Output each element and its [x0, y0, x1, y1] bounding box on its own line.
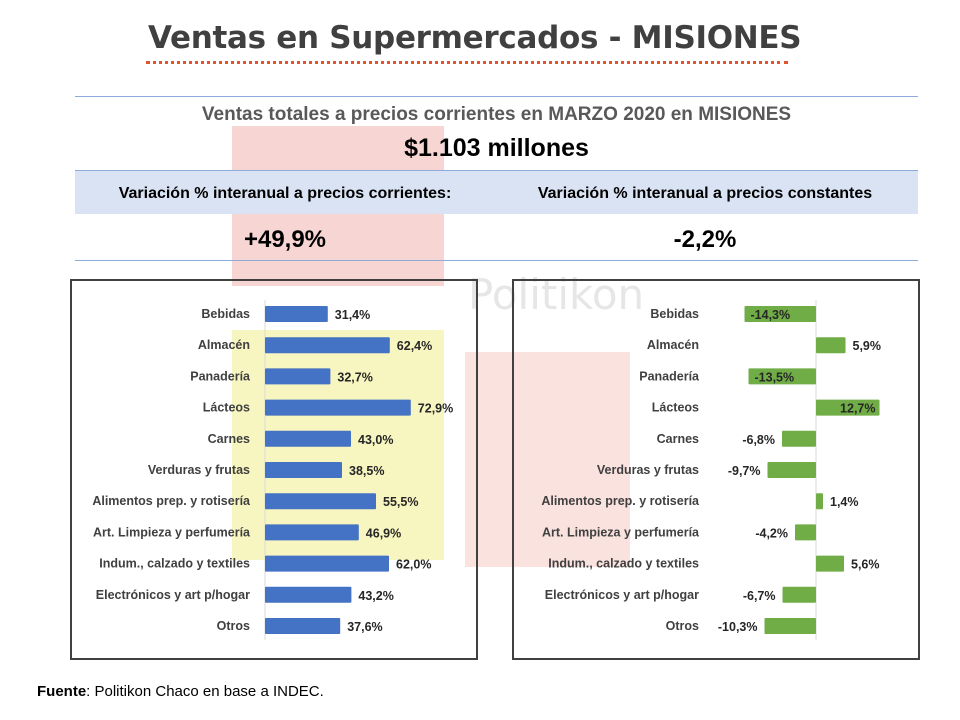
watermark-text: Politikon	[468, 270, 645, 319]
category-label: Alimentos prep. y rotisería	[92, 494, 251, 508]
bar	[748, 368, 816, 385]
bar	[816, 493, 823, 510]
category-label: Indum., calzado y textiles	[99, 557, 250, 571]
var-corrientes-value: +49,9%	[243, 226, 327, 253]
bar	[816, 337, 846, 354]
bar-value-label: -14,3%	[751, 308, 791, 322]
category-label: Panadería	[639, 369, 700, 383]
category-label: Electrónicos y art p/hogar	[96, 588, 250, 602]
bar-value-label: 32,7%	[337, 370, 372, 384]
category-label: Lácteos	[652, 401, 699, 415]
total-sales: $1.103 millones	[404, 134, 589, 162]
category-label: Art. Limpieza y perfumería	[93, 525, 251, 539]
bar	[782, 430, 816, 447]
bar-value-label: -13,5%	[755, 370, 795, 384]
category-label: Verduras y frutas	[148, 463, 250, 477]
var-corrientes-label: Variación % interanual a precios corrien…	[118, 185, 452, 202]
variation-header-band	[75, 171, 918, 214]
category-label: Indum., calzado y textiles	[548, 557, 699, 571]
category-label: Almacén	[198, 338, 250, 352]
bar-value-label: 43,0%	[358, 433, 393, 447]
bar-value-label: 62,4%	[397, 339, 432, 353]
bar-value-label: 55,5%	[383, 495, 418, 509]
page-title: Ventas en Supermercados - MISIONES	[148, 20, 802, 56]
bar-value-label: 72,9%	[418, 402, 453, 416]
bar	[265, 337, 390, 354]
category-label: Bebidas	[650, 307, 699, 321]
category-label: Alimentos prep. y rotisería	[541, 494, 700, 508]
title-underline	[146, 61, 788, 64]
bar-value-label: 46,9%	[366, 526, 401, 540]
category-label: Electrónicos y art p/hogar	[545, 588, 699, 602]
category-label: Carnes	[657, 432, 699, 446]
bar	[265, 555, 389, 572]
bar	[265, 399, 411, 416]
bar	[767, 462, 816, 478]
source-label: Fuente	[37, 683, 87, 700]
bar-value-label: 37,6%	[347, 620, 382, 634]
bar	[265, 430, 351, 447]
chart-constantes-svg: Bebidas -14,3% Almacén 5,9% Panadería -13,5% L…	[541, 300, 882, 640]
bar-value-label: -6,8%	[742, 433, 775, 447]
category-label: Art. Limpieza y perfumería	[542, 525, 700, 539]
chart-corrientes: Bebidas 31,4% Almacén 62,4% Panadería 32,7% Lá…	[70, 279, 478, 660]
bar	[265, 368, 331, 385]
source-note: Fuente: Politikon Chaco en base a INDEC.	[37, 683, 324, 700]
bar	[764, 618, 816, 634]
category-label: Otros	[666, 619, 699, 633]
bar-value-label: -10,3%	[718, 620, 758, 634]
bar	[265, 618, 341, 634]
bar	[265, 306, 328, 322]
bar-value-label: 5,9%	[853, 339, 882, 353]
bar-value-label: 62,0%	[396, 558, 431, 572]
bar	[795, 524, 816, 541]
bar-value-label: 5,6%	[851, 558, 880, 572]
bar-value-label: 12,7%	[840, 402, 875, 416]
category-label: Bebidas	[201, 307, 250, 321]
category-label: Panadería	[190, 369, 251, 383]
bar	[816, 399, 880, 416]
var-constantes-value: -2,2%	[673, 226, 737, 253]
category-label: Verduras y frutas	[597, 463, 699, 477]
divider-top	[75, 96, 918, 97]
category-label: Carnes	[208, 432, 250, 446]
category-label: Lácteos	[203, 401, 250, 415]
subtitle: Ventas totales a precios corrientes en M…	[201, 104, 792, 125]
bar-value-label: 43,2%	[358, 589, 393, 603]
chart-corrientes-svg: Bebidas 31,4% Almacén 62,4% Panadería 32,7% Lá…	[92, 300, 453, 640]
category-label: Otros	[217, 619, 250, 633]
chart-constantes: Bebidas -14,3% Almacén 5,9% Panadería -13,5% L…	[512, 279, 920, 660]
bar	[265, 493, 376, 510]
bar-value-label: -6,7%	[743, 589, 776, 603]
var-constantes-label: Variación % interanual a precios constan…	[537, 185, 873, 202]
bar-value-label: -9,7%	[728, 464, 761, 478]
category-label: Almacén	[647, 338, 699, 352]
watermark-red-block-right	[465, 352, 630, 567]
bar	[265, 586, 352, 603]
divider-bottom	[75, 260, 918, 261]
bar-value-label: 31,4%	[335, 308, 370, 322]
divider-mid	[75, 170, 918, 171]
bar	[744, 306, 816, 322]
bar	[782, 586, 816, 603]
bar	[265, 462, 342, 478]
bar-value-label: 1,4%	[830, 495, 859, 509]
bar-value-label: 38,5%	[349, 464, 384, 478]
bar	[265, 524, 359, 541]
bar	[816, 555, 844, 572]
source-text: : Politikon Chaco en base a INDEC.	[86, 683, 324, 700]
bar-value-label: -4,2%	[755, 526, 788, 540]
